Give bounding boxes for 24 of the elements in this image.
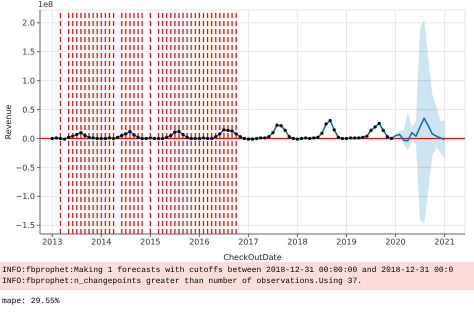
y-tick-label: −1.5 (16, 221, 35, 230)
x-tick-label: 2021 (434, 238, 455, 247)
y-tick-label: 0.5 (22, 105, 35, 114)
x-tick-label: 2015 (140, 238, 161, 247)
x-tick-label: 2018 (287, 238, 308, 247)
text: INFO:fbprophet:n_changepoints greater than number of observations.Using 37. (2, 276, 364, 287)
x-tick-label: 2020 (385, 238, 406, 247)
x-tick-label: 2013 (42, 238, 62, 247)
y-tick-label: 1.0 (22, 76, 35, 86)
text: 1e8 (38, 0, 54, 9)
y-tick-label: 1.5 (22, 48, 35, 57)
text: INFO:fbprophet:Making 1 forecasts with cutoffs between 2018-12-31 00:00:00 and 2018-12-31 00:0 (2, 265, 454, 276)
y-tick-label: −0.5 (16, 163, 35, 172)
y-tick-label: −1.0 (16, 192, 35, 202)
y-tick-label: 0.0 (22, 134, 35, 144)
x-axis-title: CheckOutDate (223, 253, 282, 262)
x-tick-label: 2016 (189, 238, 210, 247)
y-tick-label: 2.0 (22, 18, 35, 28)
x-tick-label: 2014 (91, 238, 112, 247)
x-tick-label: 2019 (336, 238, 357, 247)
line-series (52, 117, 446, 142)
text: mape: 29.55% (1, 296, 61, 308)
y-axis-title: Revenue (4, 104, 13, 140)
x-tick-label: 2017 (238, 238, 259, 247)
